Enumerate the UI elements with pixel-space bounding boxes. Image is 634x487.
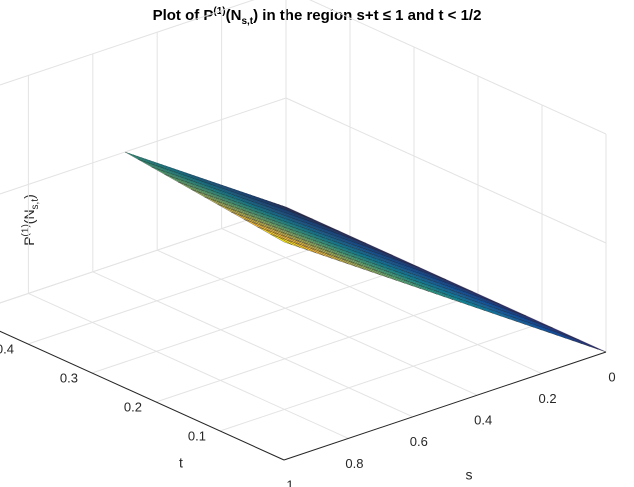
floor-grid-line: [155, 293, 479, 403]
s-axis-label: s: [466, 467, 473, 483]
t-tick-label: 0.4: [0, 341, 14, 356]
surface-patch: [270, 234, 293, 245]
s-tick-label: 1: [286, 477, 293, 487]
tick-layer: 00.5100.20.40.60.810.10.20.30.40.5st: [0, 341, 616, 487]
wall-grid-line: [309, 0, 607, 135]
s-tick-label: 0.8: [345, 456, 363, 471]
s-axis-line: [283, 351, 607, 461]
floor-grid-line: [92, 271, 414, 418]
chart-title: Plot of P(1)(Ns,t) in the region s+t ≤ 1…: [152, 6, 482, 27]
floor-grid-line: [27, 235, 351, 345]
wall-grid-line: [0, 206, 287, 304]
wall-grid-line: [0, 0, 255, 86]
t-tick-label: 0.3: [60, 370, 78, 385]
t-axis-line: [0, 330, 285, 461]
floor-grid-line: [221, 228, 542, 375]
floor-grid-line: [28, 292, 349, 439]
floor-grid-line: [156, 249, 478, 396]
t-tick-label: 0.2: [124, 399, 142, 414]
axis-layer: [0, 330, 607, 461]
t-tick-label: 0.1: [188, 428, 206, 443]
floor-grid-line: [219, 322, 543, 432]
floor-grid-line: [0, 330, 285, 461]
floor-grid-line: [91, 264, 415, 374]
s-tick-label: 0.4: [474, 413, 492, 428]
floor-grid-line: [0, 206, 287, 304]
t-axis-label: t: [179, 455, 183, 471]
surface-layer: [124, 151, 607, 353]
s-tick-label: 0.6: [410, 434, 428, 449]
s-tick-label: 0: [608, 369, 615, 384]
surface-patch: [124, 151, 143, 162]
s-tick-label: 0.2: [539, 391, 557, 406]
wall-grid-line: [285, 97, 607, 244]
wall-grid-line: [0, 97, 287, 195]
